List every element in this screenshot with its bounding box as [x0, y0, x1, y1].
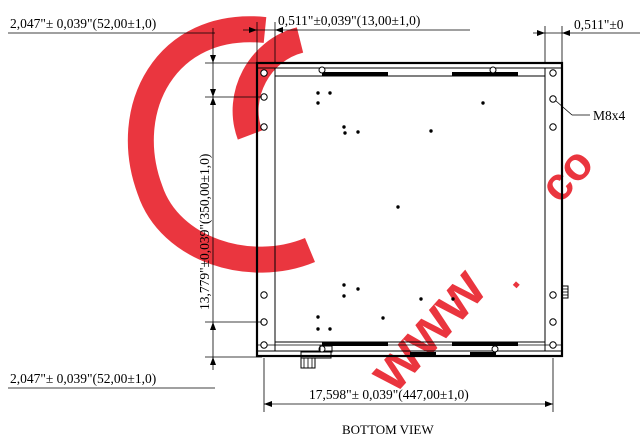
hole — [549, 318, 557, 326]
dim-height: 13,779"±0,039"(350,00±1,0) — [197, 154, 212, 310]
hole — [491, 345, 499, 353]
hole — [260, 291, 268, 299]
svg-text:www: www — [354, 255, 498, 405]
svg-text:co: co — [529, 137, 604, 212]
dimension-top-left: 2,047"± 0,039"(52,00±1,0) — [8, 16, 262, 105]
dim-top-flange: 0,511"±0,039"(13,00±1,0) — [278, 13, 420, 28]
hole — [318, 66, 326, 74]
hole — [549, 95, 557, 103]
hole — [549, 341, 557, 349]
dim-right-flange: 0,511"±0 — [574, 17, 624, 32]
hole — [549, 123, 557, 131]
mounting-rails — [322, 72, 518, 346]
dimension-right-flange: 0,511"±0 — [533, 17, 640, 62]
hole — [549, 291, 557, 299]
hole — [489, 66, 497, 74]
connector-side — [561, 285, 569, 299]
callout-screw-label: M8x4 — [593, 108, 626, 123]
view-caption: BOTTOM VIEW — [342, 422, 434, 437]
dimension-top-flange: 0,511"±0,039"(13,00±1,0) — [243, 13, 470, 62]
hole — [549, 69, 557, 77]
hole — [260, 69, 268, 77]
callout-screw: M8x4 — [555, 100, 626, 123]
dimension-width: 17,598"± 0,039"(447,00±1,0) — [263, 358, 554, 412]
dim-bottom-left-offset: 2,047"± 0,039"(52,00±1,0) — [10, 371, 156, 386]
dimension-bottom-left: 2,047"± 0,039"(52,00±1,0) — [10, 371, 156, 386]
dimension-height: 13,779"±0,039"(350,00±1,0) — [8, 89, 262, 389]
hole — [260, 341, 268, 349]
connector-bottom — [300, 345, 496, 369]
dim-top-left-offset: 2,047"± 0,039"(52,00±1,0) — [10, 16, 156, 31]
dim-width: 17,598"± 0,039"(447,00±1,0) — [309, 387, 469, 402]
hole — [260, 123, 268, 131]
mounting-holes — [260, 66, 557, 353]
internal-points — [316, 91, 485, 331]
svg-text:.: . — [493, 263, 528, 295]
